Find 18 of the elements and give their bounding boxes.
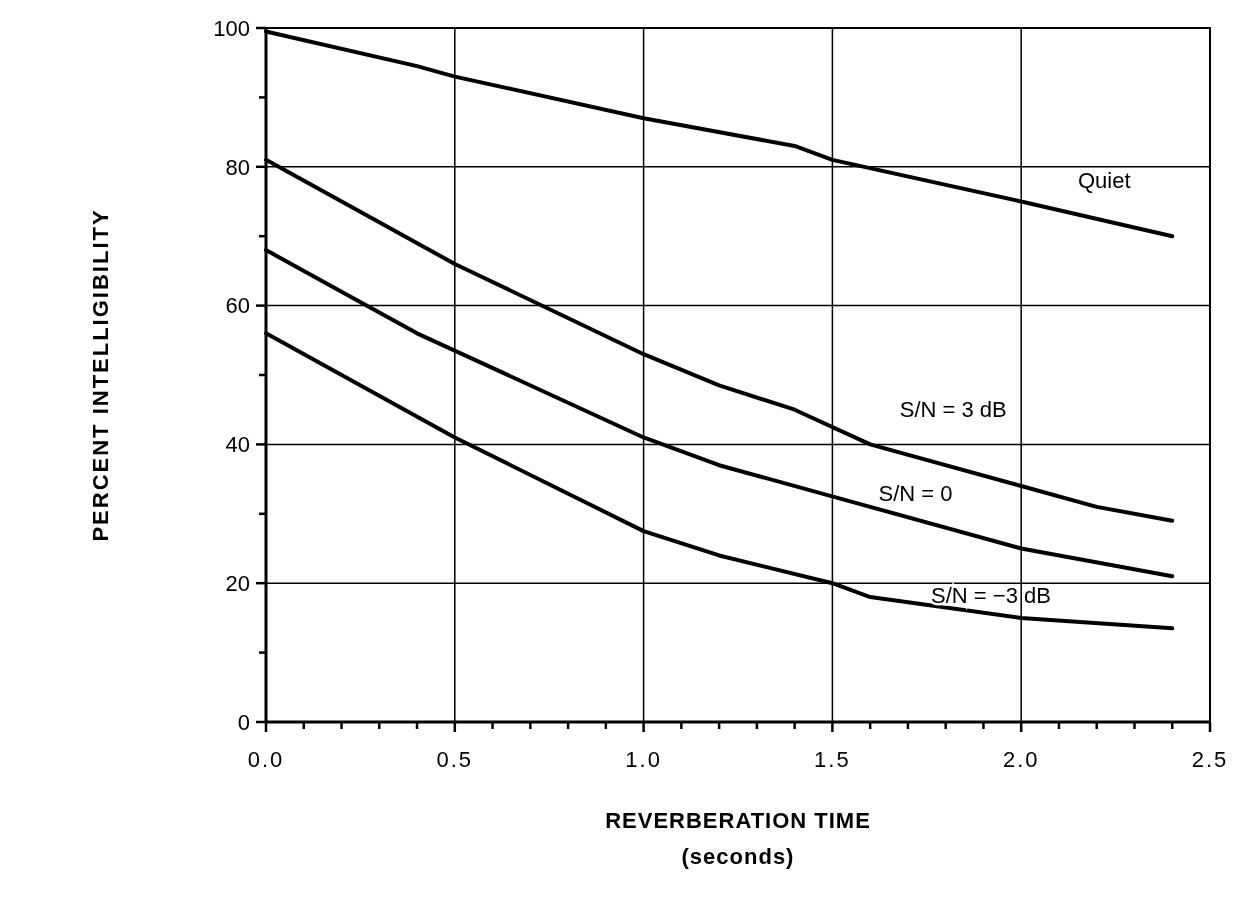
y-axis-title: PERCENT INTELLIGIBILITY <box>88 208 113 542</box>
x-tick-label: 1.5 <box>814 747 851 772</box>
y-tick-label: 0 <box>237 709 250 735</box>
y-tick-label: 60 <box>225 293 250 319</box>
series-label: Quiet <box>1077 168 1131 194</box>
series-label: S/N = −3 dB <box>931 582 1051 608</box>
x-tick-label: 0.0 <box>247 747 285 772</box>
x-tick-label: 0.5 <box>436 747 474 772</box>
y-tick-label: 40 <box>225 432 250 458</box>
x-axis-title: REVERBERATION TIME (seconds) <box>605 808 871 869</box>
series-label: S/N = 0 <box>878 480 953 506</box>
y-tick-label: 100 <box>213 15 250 41</box>
y-tick-label: 80 <box>225 154 250 180</box>
series-label: S/N = 3 dB <box>899 397 1007 423</box>
y-tick-label: 20 <box>225 570 250 596</box>
x-tick-label: 2.0 <box>1002 747 1040 772</box>
x-tick-label: 1.0 <box>625 747 662 772</box>
x-tick-label: 2.5 <box>1191 747 1229 772</box>
